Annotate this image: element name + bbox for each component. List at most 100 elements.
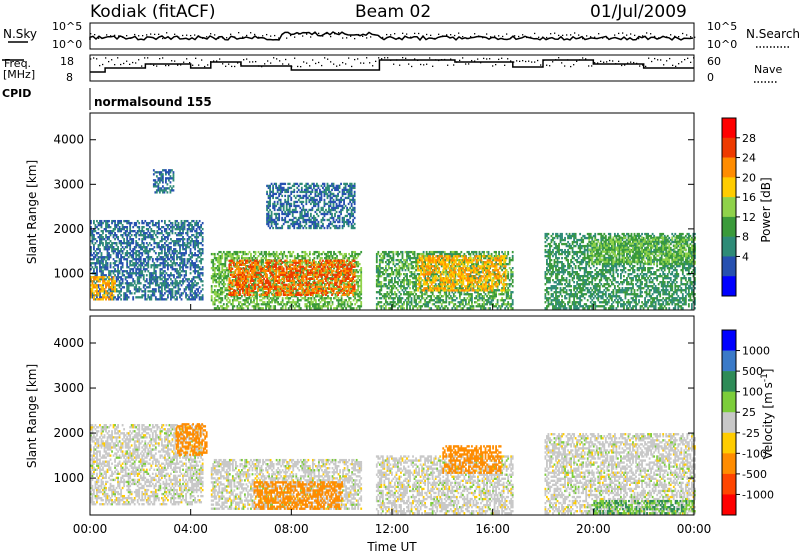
echo-cell (331, 301, 334, 304)
echo-cell (124, 254, 127, 257)
echo-cell (151, 292, 154, 295)
echo-cell (183, 254, 186, 257)
echo-cell (97, 284, 100, 287)
echo-cell (145, 280, 148, 283)
nsearch-point (334, 33, 336, 35)
echo-cell (148, 256, 151, 259)
nave-point (123, 62, 125, 65)
echo-cell (189, 286, 192, 289)
echo-cell (278, 277, 281, 280)
echo-cell (109, 240, 112, 243)
echo-cell (130, 234, 133, 237)
echo-cell (124, 258, 127, 261)
echo-cell (201, 221, 204, 225)
echo-cell (105, 242, 107, 245)
echo-cell (183, 242, 186, 245)
echo-cell (130, 256, 133, 259)
echo-cell (170, 282, 172, 285)
echo-cell (139, 229, 142, 233)
echo-cell (254, 269, 256, 272)
echo-cell (212, 264, 215, 268)
echo-cell (260, 285, 262, 289)
echo-cell (136, 280, 139, 283)
echo-cell (201, 258, 204, 261)
echo-cell (225, 256, 228, 260)
echo-cell (170, 288, 172, 291)
echo-cell (163, 292, 166, 295)
echo-cell (108, 272, 110, 275)
echo-cell (281, 224, 284, 228)
echo-cell (244, 303, 246, 306)
echo-cell (106, 262, 109, 265)
echo-cell (345, 254, 347, 258)
echo-cell (185, 244, 187, 247)
echo-cell (200, 242, 203, 245)
echo-cell (145, 246, 148, 249)
echo-cell (358, 295, 361, 298)
echo-cell (353, 279, 356, 282)
echo-cell (163, 270, 166, 273)
echo-cell (182, 266, 184, 269)
echo-cell (157, 221, 160, 225)
echo-cell (314, 269, 317, 272)
echo-cell (188, 278, 190, 281)
echo-cell (130, 221, 133, 225)
echo-cell (112, 248, 115, 251)
nsearch-point (658, 37, 660, 39)
echo-cell (162, 260, 165, 263)
echo-cell (168, 242, 171, 245)
echo-cell (96, 254, 98, 257)
echo-cell (105, 225, 107, 229)
echo-cell (352, 299, 355, 302)
echo-cell (117, 221, 119, 225)
echo-cell (135, 274, 138, 277)
echo-cell (159, 227, 162, 231)
freq-left-tick-low: 8 (66, 71, 73, 84)
echo-cell (215, 279, 218, 282)
echo-cell (160, 258, 163, 261)
echo-cell (358, 299, 361, 302)
echo-cell (91, 282, 94, 285)
echo-cell (201, 272, 204, 275)
echo-cell (302, 279, 305, 282)
echo-cell (144, 284, 147, 287)
echo-cell (100, 298, 103, 301)
echo-cell (121, 274, 124, 277)
echo-cell (96, 274, 98, 277)
echo-cell (160, 187, 163, 190)
echo-cell (102, 238, 104, 241)
echo-cell (172, 179, 175, 182)
echo-cell (108, 238, 110, 241)
echo-cell (353, 283, 356, 287)
echo-cell (180, 270, 183, 273)
echo-cell (141, 262, 144, 265)
echo-cell (170, 264, 172, 267)
echo-cell (238, 293, 241, 297)
nsearch-point (514, 35, 516, 37)
echo-cell (147, 252, 150, 255)
echo-cell (118, 290, 121, 293)
echo-cell (135, 288, 138, 291)
echo-cell (150, 276, 153, 279)
nave-point (126, 60, 128, 62)
echo-cell (158, 187, 161, 190)
echo-cell (93, 244, 95, 247)
echo-cell (282, 204, 285, 208)
echo-cell (185, 270, 187, 273)
echo-cell (154, 270, 157, 273)
echo-cell (297, 218, 300, 222)
echo-cell (167, 278, 169, 281)
echo-cell (192, 240, 195, 243)
echo-cell (170, 274, 172, 277)
echo-cell (243, 273, 246, 276)
echo-cell (94, 254, 97, 257)
echo-cell (302, 277, 305, 280)
echo-cell (100, 236, 103, 239)
echo-cell (194, 268, 196, 271)
nsearch-point (454, 34, 456, 37)
echo-cell (141, 254, 144, 257)
nsearch-point (510, 37, 512, 39)
echo-cell (182, 264, 184, 267)
echo-cell (118, 229, 121, 233)
echo-cell (96, 294, 98, 297)
